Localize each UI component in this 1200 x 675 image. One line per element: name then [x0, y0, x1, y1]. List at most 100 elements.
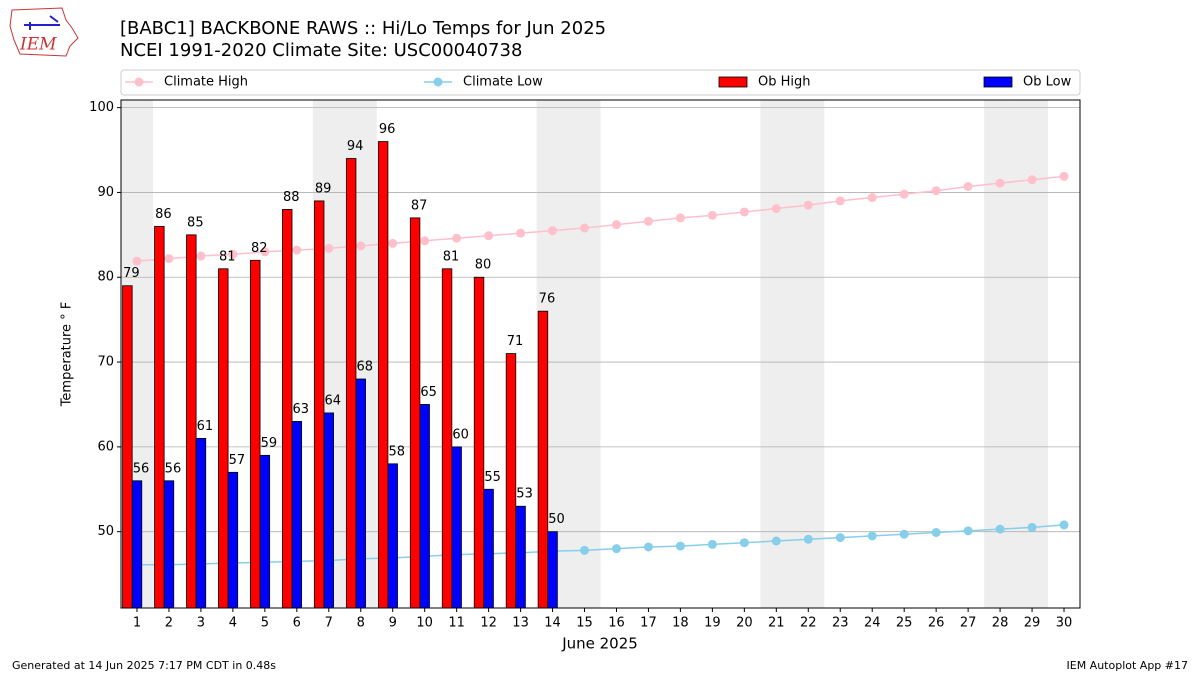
- line-marker: [867, 531, 877, 541]
- bar: [195, 437, 207, 609]
- bar: [250, 259, 261, 609]
- y-tick-label: 70: [97, 355, 114, 370]
- bar: [409, 217, 421, 609]
- line-marker: [1059, 520, 1069, 530]
- data-label: 87: [411, 198, 428, 213]
- legend-label: Climate Low: [463, 75, 543, 90]
- x-tick-label: 23: [832, 616, 849, 631]
- line-marker: [707, 539, 717, 549]
- line-marker: [899, 189, 909, 199]
- legend-label: Ob High: [758, 75, 811, 90]
- data-label: 79: [123, 266, 140, 281]
- line-marker: [739, 207, 749, 217]
- data-label: 68: [356, 360, 373, 375]
- x-tick-label: 2: [165, 616, 173, 631]
- logo-outline: [9, 7, 79, 57]
- line-marker: [452, 233, 462, 243]
- x-tick-label: 28: [992, 616, 1009, 631]
- line-marker: [611, 544, 621, 554]
- bar: [163, 480, 175, 609]
- bar: [122, 285, 133, 609]
- line-marker: [675, 213, 685, 223]
- data-label: 81: [443, 249, 460, 264]
- bar: [377, 141, 389, 609]
- bar: [313, 200, 325, 609]
- shaded-band: [760, 100, 825, 608]
- legend-marker: [433, 77, 443, 87]
- legend-box: [120, 69, 1081, 96]
- x-tick-label: 10: [416, 616, 433, 631]
- legend-label: Ob Low: [1023, 75, 1072, 90]
- legend-marker: [134, 77, 144, 87]
- line-marker: [132, 256, 142, 266]
- y-tick-label: 100: [89, 100, 114, 115]
- line-marker: [388, 238, 398, 248]
- x-tick-label: 14: [544, 616, 561, 631]
- data-label: 64: [325, 393, 342, 408]
- bar: [537, 310, 549, 609]
- line-marker: [1027, 175, 1037, 185]
- logo-icon: [24, 15, 60, 30]
- line-marker: [516, 228, 526, 238]
- data-label: 82: [251, 241, 268, 256]
- bar: [547, 531, 558, 609]
- x-tick-label: 13: [512, 616, 529, 631]
- y-axis-label: Temperature ° F: [60, 302, 75, 408]
- chart-subtitle: NCEI 1991-2020 Climate Site: USC00040738: [120, 40, 522, 61]
- x-tick-label: 22: [800, 616, 817, 631]
- line-marker: [995, 524, 1005, 534]
- bar: [419, 404, 430, 609]
- bar: [186, 234, 197, 609]
- x-tick-label: 30: [1056, 616, 1073, 631]
- bar: [451, 446, 462, 609]
- data-label: 96: [379, 122, 396, 137]
- line-marker: [739, 538, 749, 548]
- legend-swatch: [983, 76, 1013, 88]
- line-marker: [771, 536, 781, 546]
- line-marker: [771, 204, 781, 214]
- x-tick-label: 8: [357, 616, 365, 631]
- data-label: 59: [261, 436, 278, 451]
- line-marker: [580, 223, 590, 233]
- line-marker: [196, 251, 206, 261]
- bar: [441, 268, 453, 609]
- x-tick-label: 7: [325, 616, 333, 631]
- logo: IEM: [9, 7, 79, 57]
- shaded-band: [984, 100, 1049, 608]
- data-label: 61: [197, 419, 214, 434]
- data-label: 60: [452, 427, 469, 442]
- x-tick-label: 5: [261, 616, 269, 631]
- y-tick-label: 80: [97, 270, 114, 285]
- logo-text: IEM: [19, 35, 57, 55]
- line-marker: [1027, 522, 1037, 532]
- bar: [259, 454, 271, 609]
- footer-right: IEM Autoplot App #17: [1067, 659, 1189, 672]
- bar: [227, 471, 239, 609]
- x-tick-label: 15: [576, 616, 593, 631]
- x-tick-label: 6: [293, 616, 301, 631]
- data-label: 86: [155, 207, 172, 222]
- x-tick-label: 4: [229, 616, 237, 631]
- line-marker: [643, 216, 653, 226]
- line-marker: [803, 200, 813, 210]
- x-tick-label: 16: [608, 616, 625, 631]
- line-marker: [643, 542, 653, 552]
- line-marker: [611, 220, 621, 230]
- line-marker: [484, 231, 494, 241]
- x-tick-label: 3: [197, 616, 205, 631]
- line-marker: [420, 236, 430, 246]
- data-label: 53: [516, 487, 533, 502]
- data-label: 76: [539, 292, 556, 307]
- line-marker: [835, 196, 845, 206]
- line-marker: [228, 249, 238, 259]
- bar: [387, 463, 398, 609]
- data-label: 56: [165, 461, 182, 476]
- x-tick-label: 19: [704, 616, 721, 631]
- plot-frame: [120, 99, 1081, 609]
- y-tick-label: 90: [97, 185, 114, 200]
- line-marker: [356, 241, 366, 251]
- y-tick-label: 60: [97, 439, 114, 454]
- x-tick-label: 25: [896, 616, 913, 631]
- x-tick-label: 27: [960, 616, 977, 631]
- data-label: 65: [420, 385, 437, 400]
